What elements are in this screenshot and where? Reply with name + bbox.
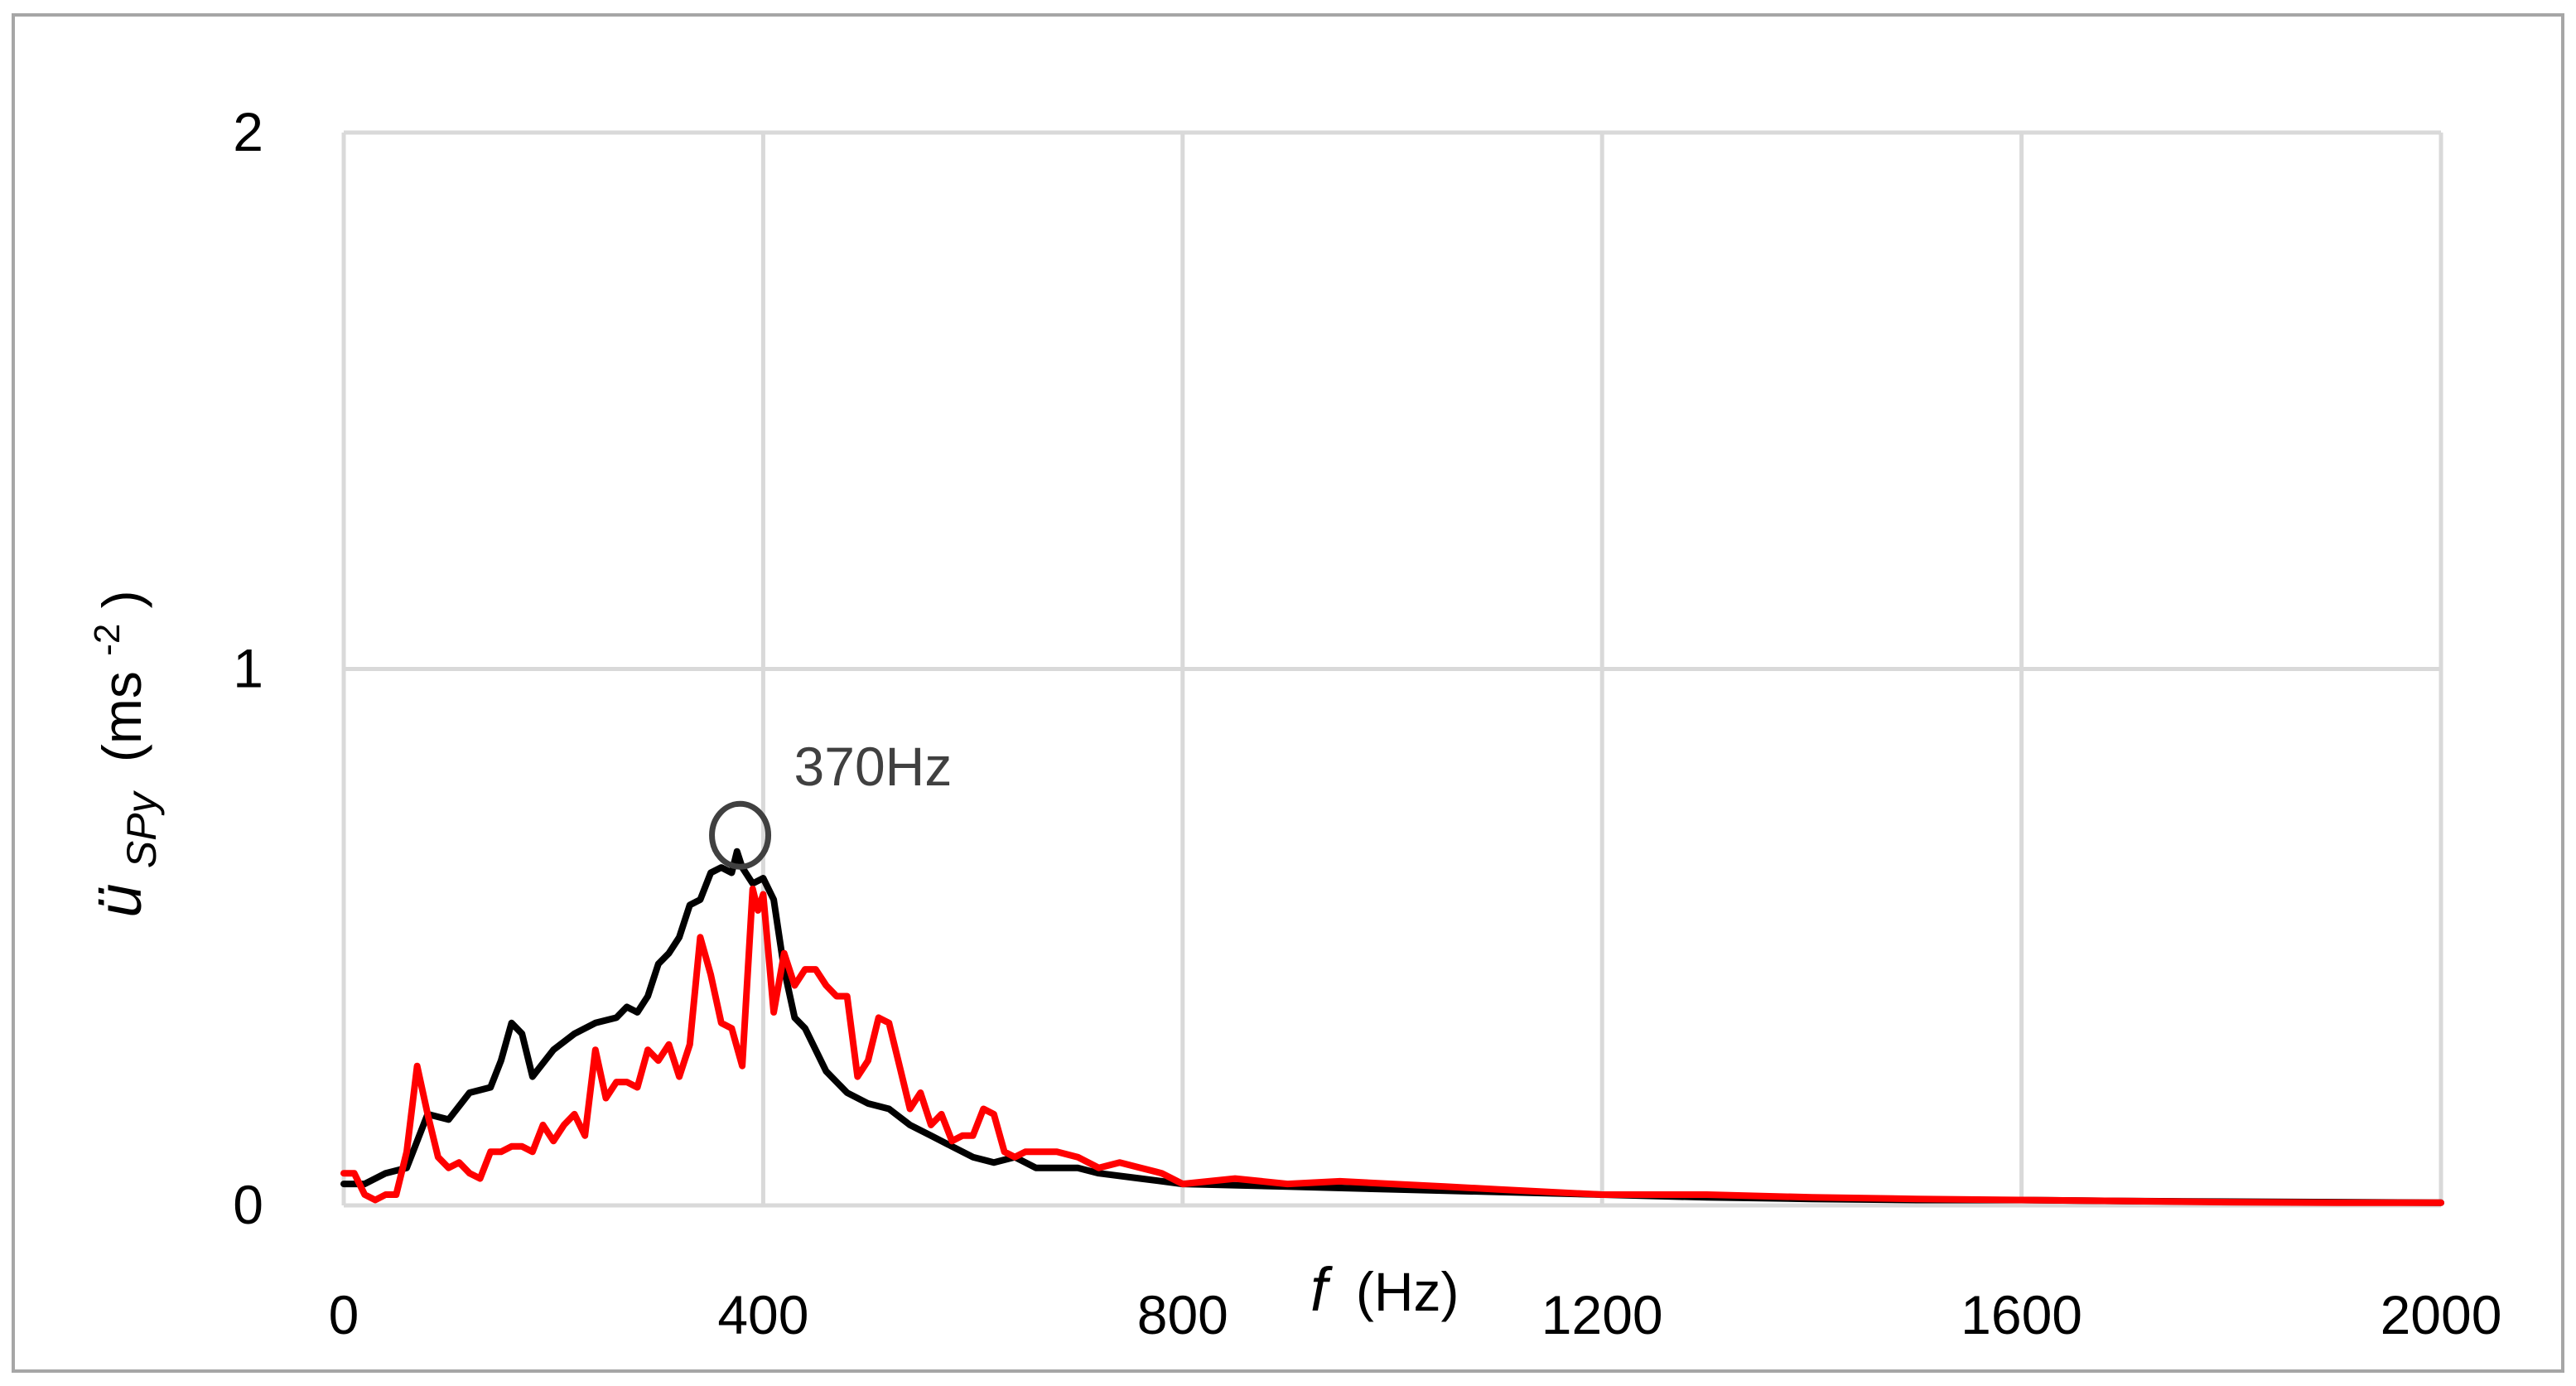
svg-text:ü SPy (ms -2: ü SPy (ms -2 ): [70, 590, 167, 917]
x-tick-label-800: 800: [1137, 1284, 1228, 1345]
series-line-2: [340, 886, 2444, 1206]
x-tick-label-1600: 1600: [1961, 1284, 2082, 1345]
y-axis-subscript: SPy: [118, 790, 165, 868]
x-tick-label-0: 0: [329, 1284, 359, 1345]
x-tick-label-2000: 2000: [2381, 1284, 2502, 1345]
y-axis-unit-close: ): [91, 590, 152, 608]
x-axis-symbol: f: [1310, 1255, 1333, 1324]
x-tick-label-400: 400: [717, 1284, 808, 1345]
x-axis-unit: (Hz): [1356, 1261, 1459, 1322]
x-tick-label-1200: 1200: [1541, 1284, 1663, 1345]
y-axis-symbol: ü: [85, 884, 154, 918]
peak-annotation-label: 370Hz: [794, 736, 953, 797]
series-line-1: [340, 848, 2444, 1206]
y-tick-label-2: 2: [233, 101, 263, 162]
y-axis-unit-open: (ms: [91, 671, 152, 762]
annotation-layer: 370Hz: [709, 736, 953, 870]
y-axis-unit-exponent: -2: [87, 624, 128, 656]
y-tick-label-0: 0: [233, 1174, 263, 1235]
series-layer: [340, 848, 2444, 1206]
y-axis-title: ü SPy (ms -2 ): [70, 590, 167, 917]
peak-marker-circle: [709, 800, 772, 870]
grid-layer: [341, 130, 2443, 1208]
tick-labels: 0 400 800 1200 1600 2000 0 1 2: [233, 101, 2501, 1345]
svg-text:f (Hz): f (Hz): [1310, 1255, 1459, 1324]
x-axis-title: f (Hz): [1310, 1255, 1459, 1324]
y-tick-label-1: 1: [233, 638, 263, 699]
